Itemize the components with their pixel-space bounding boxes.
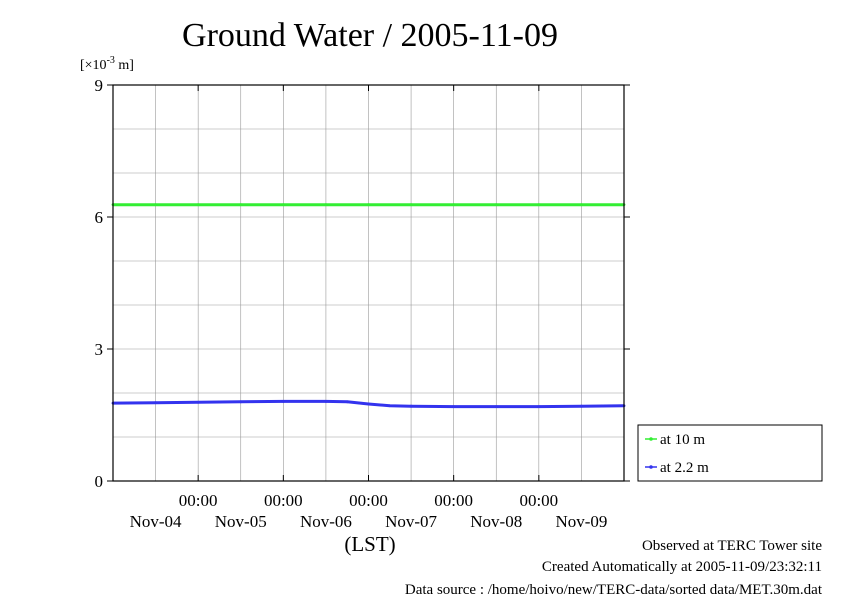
- series-point-1: [324, 399, 328, 403]
- series-point-0: [239, 203, 243, 207]
- series-point-1: [196, 400, 200, 404]
- x-axis-label: (LST): [344, 532, 395, 556]
- series-point-0: [580, 203, 583, 207]
- legend-label-at-2-2m: at 2.2 m: [660, 460, 709, 476]
- legend-box: [637, 424, 823, 482]
- series-point-0: [196, 203, 200, 207]
- series-point-0: [367, 203, 370, 207]
- series-point-1: [580, 404, 583, 408]
- series-point-0: [452, 203, 456, 207]
- legend-marker-at-2-2m: [649, 465, 653, 469]
- series-point-1: [367, 402, 370, 406]
- series-point-1: [409, 404, 413, 408]
- series-layer: [111, 203, 626, 409]
- x-tick-time-label: 00:00: [349, 491, 388, 510]
- series-point-1: [154, 401, 157, 405]
- y-tick-label: 9: [95, 76, 104, 95]
- series-point-0: [324, 203, 328, 207]
- x-tick-time-label: 00:00: [179, 491, 218, 510]
- series-point-1: [494, 405, 498, 409]
- legend: at 10 m at 2.2 m: [637, 424, 823, 482]
- series-point-1: [345, 400, 349, 404]
- x-tick-time-label: 00:00: [434, 491, 473, 510]
- series-point-0: [281, 203, 285, 207]
- series-point-1: [537, 405, 541, 409]
- y-axis-unit: [×10-3 m]: [80, 55, 134, 73]
- x-date-label: Nov-06: [300, 512, 352, 531]
- x-tick-time-label: 00:00: [519, 491, 558, 510]
- y-tick-label: 0: [95, 472, 104, 491]
- x-date-label: Nov-08: [470, 512, 522, 531]
- series-point-0: [494, 203, 498, 207]
- x-date-label: Nov-09: [555, 512, 607, 531]
- y-tick-label: 6: [95, 208, 104, 227]
- x-date-label: Nov-05: [215, 512, 267, 531]
- grid: [113, 85, 624, 481]
- x-date-label: Nov-04: [130, 512, 182, 531]
- series-point-0: [154, 203, 157, 207]
- series-point-1: [239, 400, 243, 404]
- y-tick-label: 3: [95, 340, 104, 359]
- footer-created: Created Automatically at 2005-11-09/23:3…: [542, 559, 822, 575]
- series-point-1: [452, 405, 456, 409]
- series-point-0: [537, 203, 541, 207]
- footer-source: Data source : /home/hoivo/new/TERC-data/…: [405, 582, 823, 595]
- series-point-1: [281, 399, 285, 403]
- series-point-1: [388, 404, 392, 408]
- axis-ticks: 0 3 6 9 00:00 00:00 00:00 00:00 00:00 Nov-04 Nov-0…: [95, 76, 630, 531]
- legend-label-at-10m: at 10 m: [660, 432, 705, 448]
- series-point-0: [409, 203, 413, 207]
- x-date-label: Nov-07: [385, 512, 437, 531]
- x-tick-time-label: 00:00: [264, 491, 303, 510]
- footer-site: Observed at TERC Tower site: [642, 538, 822, 554]
- chart-title: Ground Water / 2005-11-09: [182, 17, 558, 54]
- legend-marker-at-10m: [649, 437, 653, 441]
